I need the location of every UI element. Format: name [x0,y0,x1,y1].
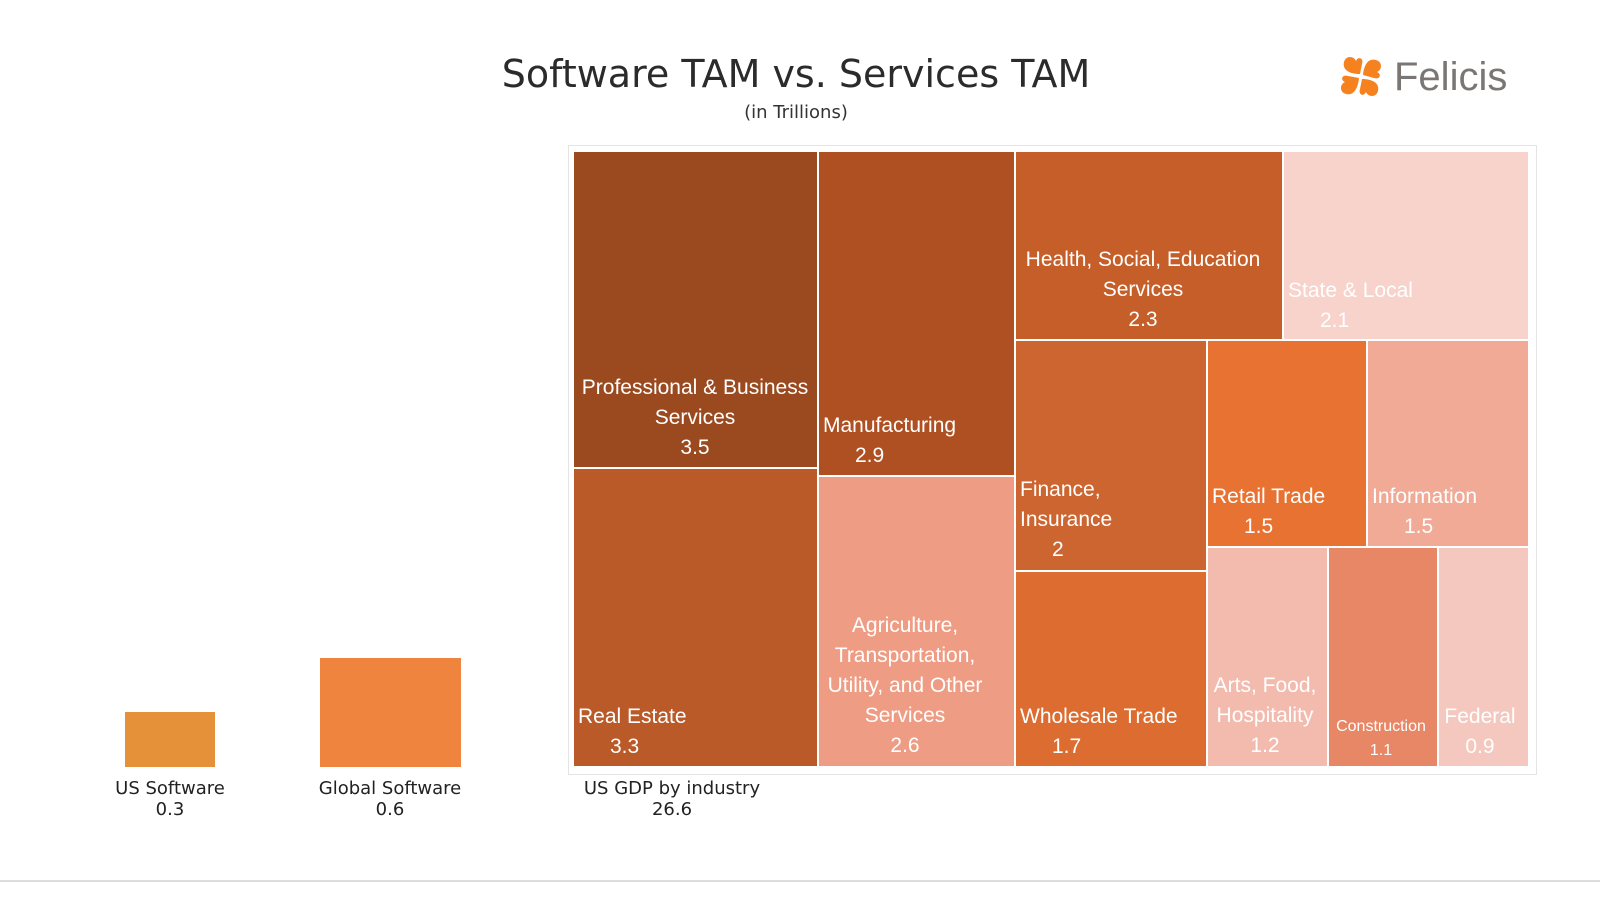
treemap-label-name: Retail Trade [1212,485,1326,508]
treemap-cell-state-local [1284,152,1528,339]
treemap-caption: US GDP by industry 26.6 [584,778,760,820]
treemap-label-value: 0.9 [1465,735,1495,758]
treemap-cell-information [1368,341,1528,546]
treemap-label: Professional & Business Services 3.5 [582,373,808,463]
treemap-label-value: 2.3 [1128,308,1158,331]
treemap-label-value: 3.3 [610,735,640,758]
treemap-label: Manufacturing 2.9 [823,411,956,471]
treemap-cell-health-social-education-services [1016,152,1282,339]
bar-caption: US Software 0.3 [115,778,225,820]
treemap-label: Real Estate 3.3 [578,702,687,762]
treemap-label-name: Real Estate [578,705,687,728]
bar-label: Global Software [318,778,462,799]
treemap-label-value: 1.7 [1052,735,1082,758]
treemap-label: Finance, Insurance 2 [1020,475,1112,565]
treemap-label-name: Federal [1444,705,1516,728]
treemap-cell-wholesale-trade [1016,572,1206,766]
treemap-cell-agriculture-transportation-utility-and-other-services [819,477,1014,766]
treemap-label-name: Wholesale Trade [1020,705,1178,728]
bar-label: US Software [115,778,225,799]
treemap-label-name: Health, Social, Education Services [1025,248,1261,301]
treemap-label: Information 1.5 [1372,482,1477,542]
logo-text: Felicis [1394,54,1508,99]
felicis-logo: Felicis [1336,52,1507,102]
bar-caption: Global Software 0.6 [319,778,462,820]
bar-value-label: 0.3 [155,799,185,820]
chart-subtitle: (in Trillions) [744,102,848,123]
divider [0,880,1600,882]
treemap-label-name: State & Local [1288,279,1413,302]
treemap-label-name: Professional & Business Services [581,376,809,429]
treemap-label-value: 2.9 [855,444,885,467]
treemap-label-value: 2 [1052,538,1064,561]
treemap-label: Federal 0.9 [1444,702,1515,762]
treemap-cell-arts-food-hospitality [1208,548,1327,766]
treemap-label: Wholesale Trade 1.7 [1020,702,1178,762]
clover-icon [1341,57,1381,96]
treemap-cell-professional-business-services [574,152,817,467]
treemap-label-name: Manufacturing [823,414,957,437]
treemap-label-name: Agriculture, Transportation, Utility, an… [827,614,983,727]
treemap-label-name: Finance, Insurance [1020,478,1113,531]
bar-us-software [125,712,215,767]
treemap-label: Arts, Food, Hospitality 1.2 [1214,671,1317,761]
treemap-cell-construction [1329,548,1437,766]
treemap-label-name: Information [1372,485,1478,508]
treemap-caption-value: 26.6 [651,799,693,820]
treemap-label-value: 1.5 [1404,515,1434,538]
bar-value-label: 0.6 [375,799,405,820]
treemap-cell-federal [1439,548,1528,766]
treemap-label: Health, Social, Education Services 2.3 [1026,245,1261,335]
bar-global-software [319,657,461,767]
treemap-label: Retail Trade 1.5 [1212,482,1325,542]
treemap-frame [568,145,1537,775]
treemap-label: Construction 1.1 [1336,715,1426,763]
treemap-cell-finance-insurance [1016,341,1206,570]
treemap-label-value: 1.1 [1369,742,1393,759]
treemap-cell-manufacturing [819,152,1014,475]
chart-title: Software TAM vs. Services TAM [501,52,1091,96]
treemap-label: Agriculture, Transportation, Utility, an… [828,611,983,761]
treemap-caption-label: US GDP by industry [583,778,761,799]
treemap-label-name: Arts, Food, Hospitality [1213,674,1317,727]
treemap-cell-real-estate [574,469,817,766]
treemap-label-value: 1.2 [1250,734,1280,757]
treemap-label-value: 1.5 [1244,515,1274,538]
treemap-label-value: 2.6 [890,734,920,757]
treemap-label: State & Local 2.1 [1288,276,1413,336]
treemap-label-value: 3.5 [680,436,710,459]
treemap-cell-retail-trade [1208,341,1366,546]
treemap-label-value: 2.1 [1320,309,1350,332]
treemap-label-name: Construction [1336,718,1426,735]
